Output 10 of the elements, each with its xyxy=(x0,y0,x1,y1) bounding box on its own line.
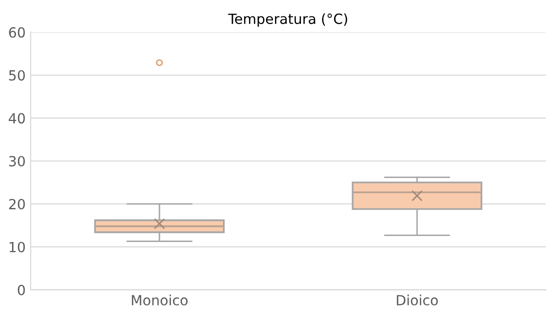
y-tick-label: 50 xyxy=(9,70,25,81)
y-tick-label: 0 xyxy=(18,284,25,296)
y-tick-label: 10 xyxy=(10,242,25,252)
y-tick-label: 40 xyxy=(8,113,25,124)
x-tick-label: Monoico xyxy=(132,294,188,306)
y-tick-label: 20 xyxy=(9,198,25,210)
chart-title: Temperatura (°C) xyxy=(228,13,348,27)
y-tick-label: 60 xyxy=(9,27,25,38)
y-tick-label: 30 xyxy=(9,156,25,166)
x-tick-label: Dioico xyxy=(396,294,438,306)
